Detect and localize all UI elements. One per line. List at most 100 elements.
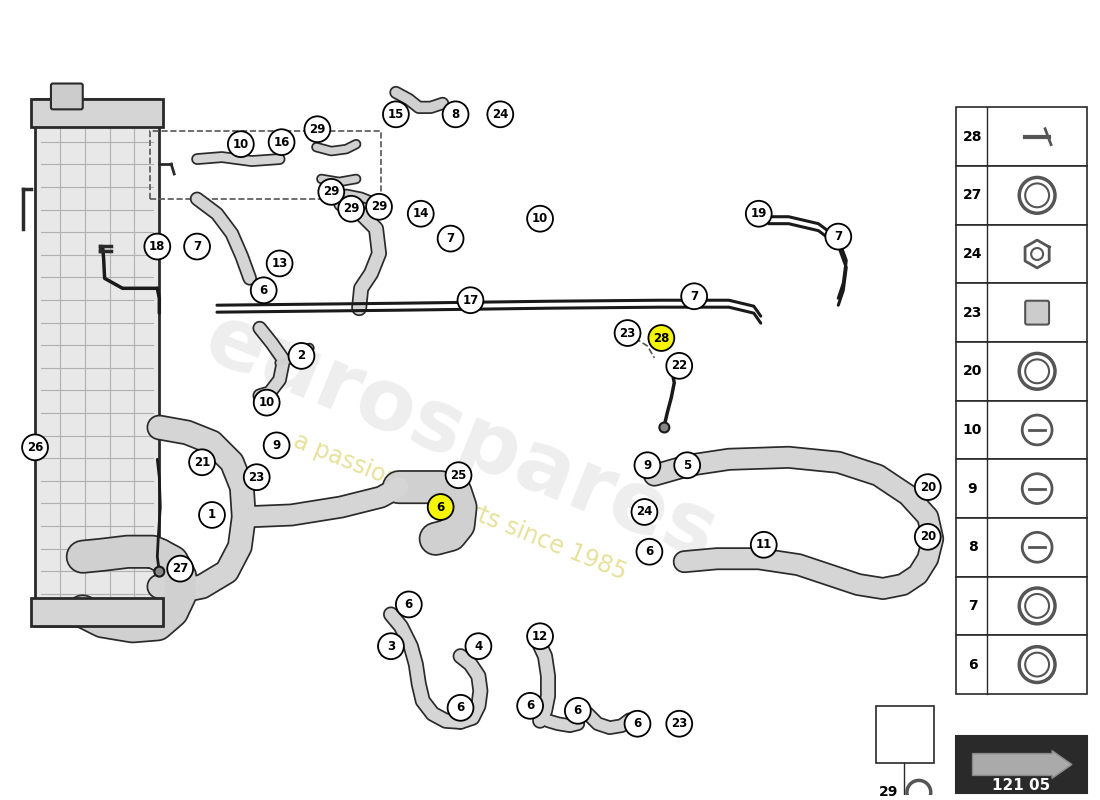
Circle shape — [189, 450, 214, 475]
Text: 8: 8 — [968, 540, 978, 554]
Circle shape — [366, 194, 392, 220]
Text: 12: 12 — [532, 630, 548, 642]
Circle shape — [266, 250, 293, 276]
Bar — [876, 706, 934, 763]
Text: 7: 7 — [192, 240, 201, 253]
Circle shape — [338, 196, 364, 222]
Circle shape — [305, 116, 330, 142]
Text: 11: 11 — [756, 538, 772, 551]
Text: 27: 27 — [172, 562, 188, 575]
Text: 28: 28 — [653, 331, 670, 345]
Text: 16: 16 — [274, 136, 289, 149]
Circle shape — [318, 179, 344, 205]
Text: 29: 29 — [343, 202, 360, 215]
Circle shape — [144, 234, 170, 259]
Circle shape — [659, 422, 669, 433]
Text: 14: 14 — [412, 207, 429, 220]
Text: 13: 13 — [272, 257, 288, 270]
Text: 21: 21 — [194, 456, 210, 469]
Text: 10: 10 — [258, 396, 275, 409]
Bar — [956, 166, 1087, 225]
Text: 6: 6 — [646, 546, 653, 558]
Circle shape — [199, 502, 224, 528]
Text: 10: 10 — [962, 423, 982, 437]
Circle shape — [527, 206, 553, 232]
Bar — [956, 283, 1087, 342]
Circle shape — [615, 320, 640, 346]
Circle shape — [438, 226, 463, 251]
Circle shape — [625, 711, 650, 737]
Text: 29: 29 — [323, 186, 340, 198]
Circle shape — [268, 130, 295, 155]
Text: eurospares: eurospares — [192, 297, 728, 578]
Circle shape — [408, 201, 433, 226]
Text: 5: 5 — [683, 458, 691, 472]
Bar — [956, 635, 1087, 694]
Text: 17: 17 — [462, 294, 478, 306]
Bar — [31, 99, 163, 127]
Circle shape — [378, 634, 404, 659]
Bar — [956, 107, 1087, 166]
Text: 24: 24 — [962, 247, 982, 261]
Text: 6: 6 — [456, 702, 464, 714]
Text: 15: 15 — [387, 108, 404, 121]
Circle shape — [746, 201, 772, 226]
Text: a passion for parts since 1985: a passion for parts since 1985 — [290, 429, 630, 585]
Circle shape — [915, 474, 940, 500]
Text: 8: 8 — [451, 108, 460, 121]
FancyArrow shape — [972, 750, 1071, 778]
Circle shape — [442, 102, 469, 127]
Text: 29: 29 — [879, 786, 899, 799]
Circle shape — [565, 698, 591, 724]
Circle shape — [228, 131, 254, 157]
Text: 9: 9 — [644, 458, 651, 472]
Text: 19: 19 — [750, 207, 767, 220]
FancyBboxPatch shape — [51, 83, 82, 110]
Text: 6: 6 — [574, 704, 582, 718]
Text: 28: 28 — [962, 130, 982, 144]
Circle shape — [264, 433, 289, 458]
Bar — [956, 459, 1087, 518]
Bar — [956, 577, 1087, 635]
Circle shape — [631, 499, 658, 525]
Text: 6: 6 — [437, 501, 444, 514]
Text: 27: 27 — [962, 188, 982, 202]
Circle shape — [154, 566, 164, 577]
Text: 2: 2 — [297, 350, 306, 362]
Circle shape — [22, 434, 48, 460]
Text: 23: 23 — [619, 326, 636, 339]
Text: 24: 24 — [636, 506, 652, 518]
Text: 121 05: 121 05 — [992, 778, 1050, 793]
Circle shape — [383, 102, 409, 127]
Circle shape — [448, 695, 473, 721]
Text: 7: 7 — [447, 232, 454, 245]
Circle shape — [751, 532, 777, 558]
Circle shape — [184, 234, 210, 259]
Text: 22: 22 — [671, 359, 688, 372]
Circle shape — [637, 539, 662, 565]
Text: 23: 23 — [962, 306, 982, 320]
Bar — [956, 736, 1087, 794]
Text: 23: 23 — [671, 718, 688, 730]
Circle shape — [288, 343, 315, 369]
Text: 7: 7 — [690, 290, 698, 302]
Text: 18: 18 — [150, 240, 165, 253]
Circle shape — [915, 524, 940, 550]
Text: 3: 3 — [387, 640, 395, 653]
Circle shape — [667, 711, 692, 737]
Circle shape — [487, 102, 514, 127]
Circle shape — [465, 634, 492, 659]
Text: 9: 9 — [273, 439, 280, 452]
Circle shape — [396, 591, 421, 618]
Text: 20: 20 — [962, 364, 982, 378]
Circle shape — [254, 390, 279, 415]
Text: 6: 6 — [405, 598, 412, 611]
Bar — [956, 225, 1087, 283]
Circle shape — [251, 278, 276, 303]
Bar — [31, 598, 163, 626]
Text: 24: 24 — [492, 108, 508, 121]
Circle shape — [681, 283, 707, 309]
Text: 23: 23 — [249, 470, 265, 484]
Circle shape — [167, 556, 194, 582]
Text: 7: 7 — [968, 599, 977, 613]
